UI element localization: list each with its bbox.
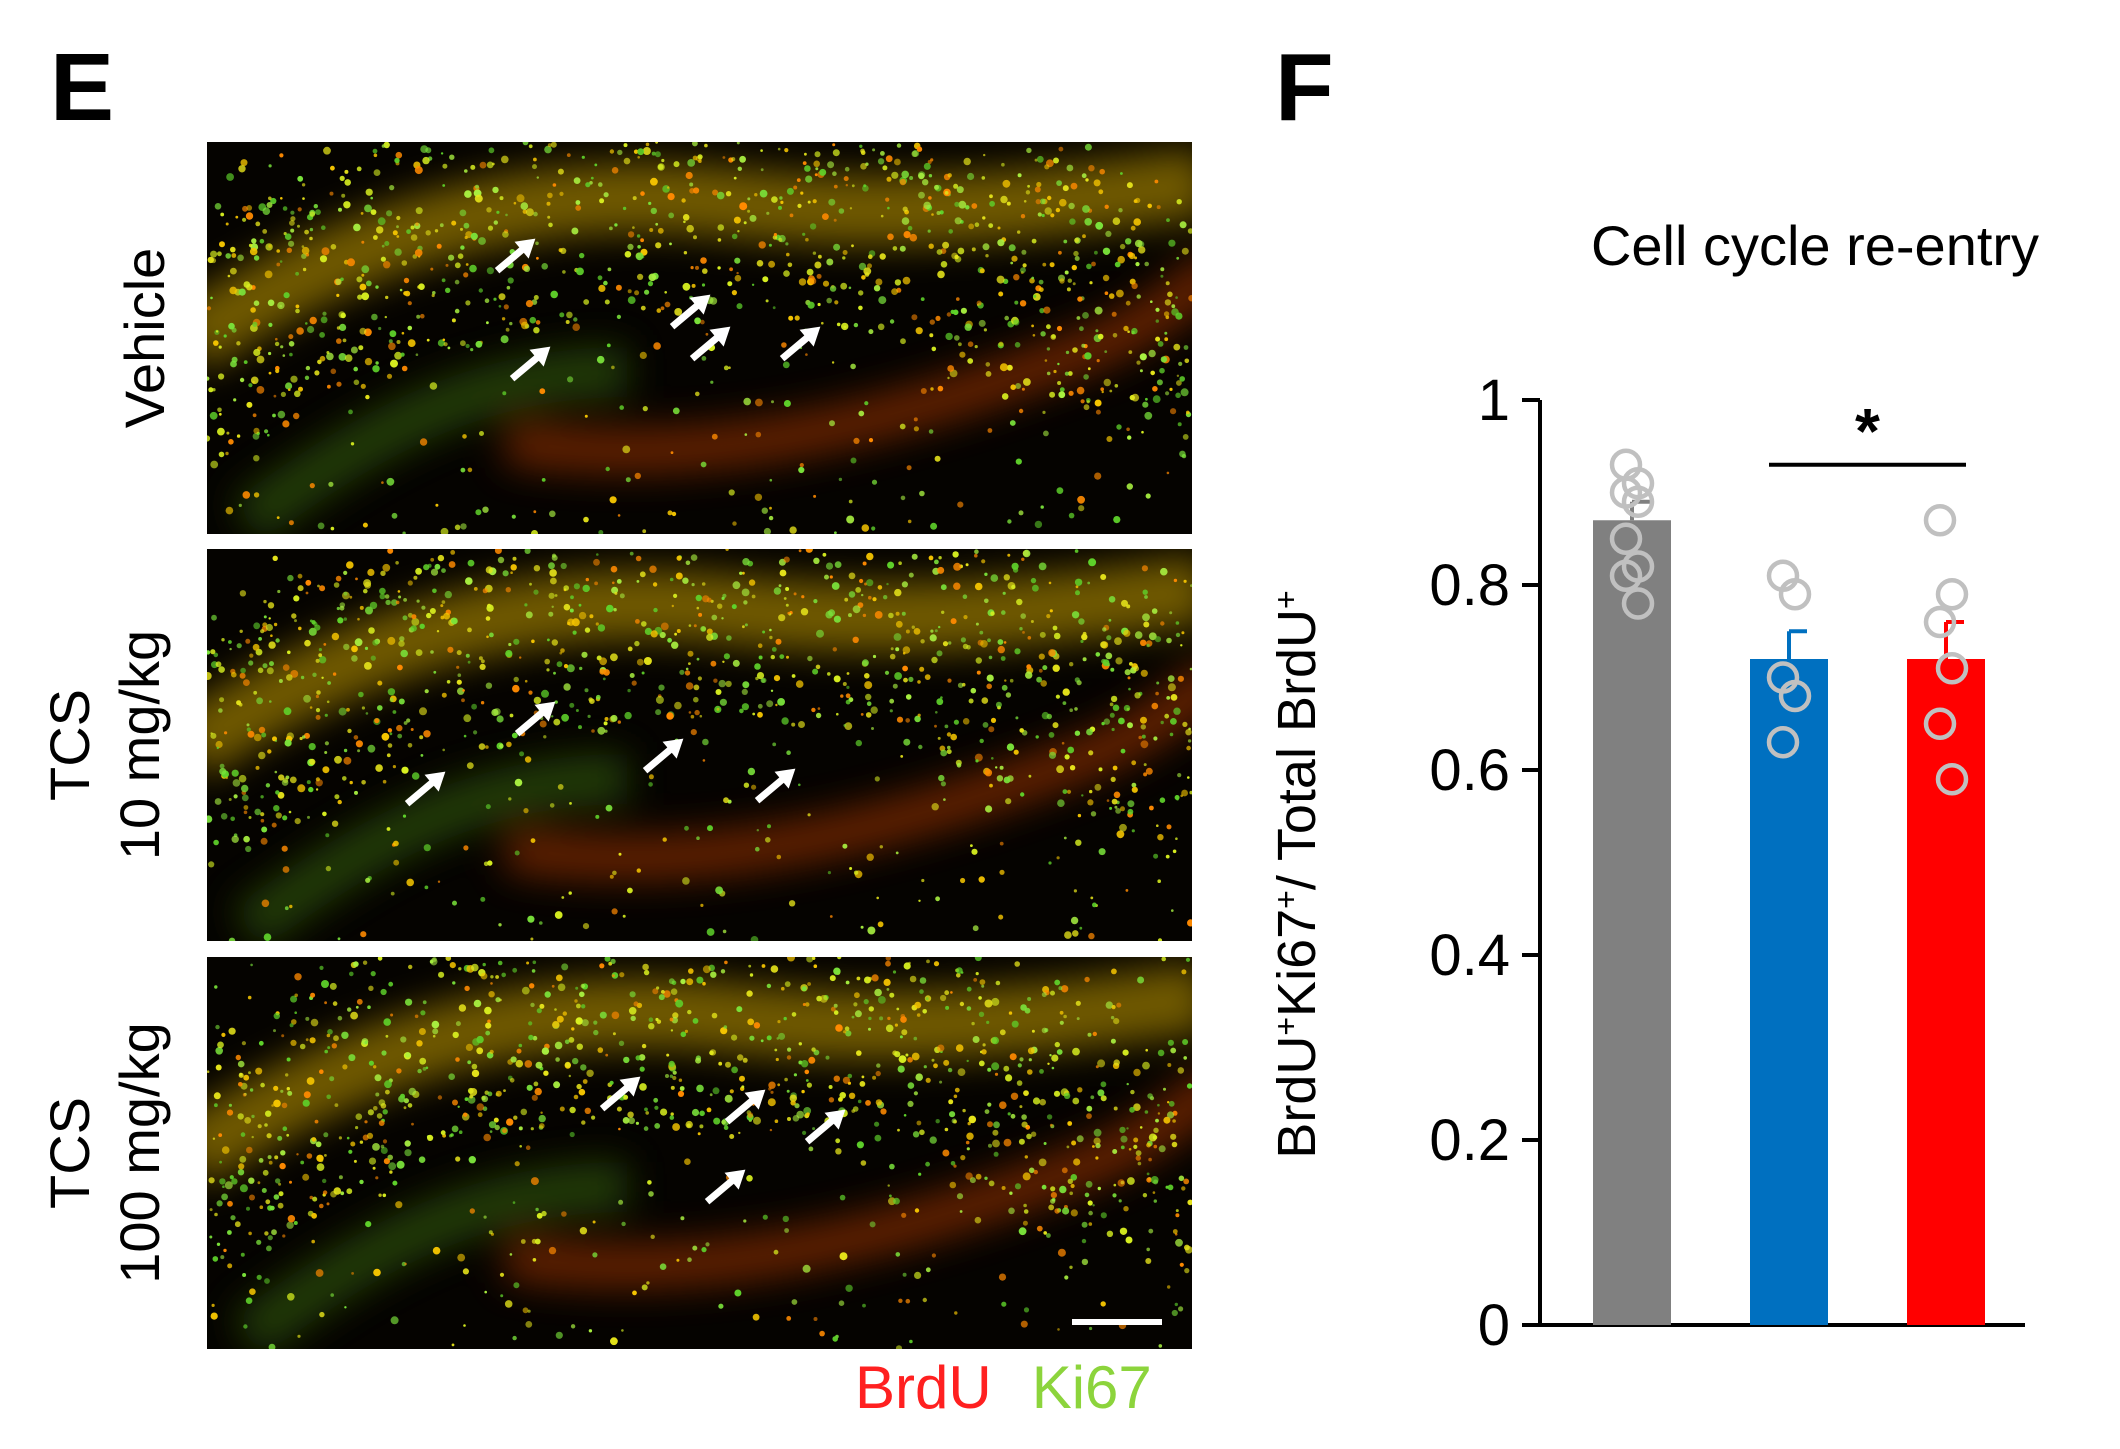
data-point [1935,763,1969,796]
channel-legend: BrdU Ki67 [855,1353,1192,1422]
y-axis-label: BrdU+Ki67+/ Total BrdU+ [1267,590,1327,1158]
data-point [1923,504,1957,537]
row-label-line: 10 mg/kg [108,629,171,861]
row-label-tcs-100: TCS 100 mg/kg [35,1022,175,1284]
data-point [1766,726,1800,759]
data-point [1923,707,1957,740]
micrograph-image [207,142,1192,534]
data-point [1621,485,1655,518]
y-tick-label: 1 [1478,368,1510,433]
micrograph-image [207,549,1192,941]
data-point [1621,587,1655,620]
row-label-tcs-10: TCS 10 mg/kg [35,630,175,860]
row-label-line: TCS [38,1097,101,1209]
channel-label-brdu: BrdU [855,1354,992,1421]
micrograph-tcs-10 [207,549,1192,941]
data-point [1935,652,1969,685]
data-point [1778,679,1812,713]
micrograph-vehicle [207,142,1192,534]
row-label-line: Vehicle [113,247,176,429]
significance-star: * [1855,395,1880,467]
data-point [1935,578,1969,611]
bar [1750,659,1828,1325]
panel-e-letter: E [50,34,115,141]
data-point [1609,559,1643,592]
bar [1907,659,1985,1325]
y-tick-label: 0.6 [1429,738,1510,803]
channel-label-ki67: Ki67 [1031,1354,1152,1421]
panel-f-letter: F [1275,34,1334,141]
chart-title: Cell cycle re-entry [1591,214,2039,277]
data-point [1778,578,1812,611]
bar-chart: Cell cycle re-entry 0 0.2 0.4 0.6 0.8 1 BrdU+Ki… [1267,214,2039,1358]
data-point [1923,605,1957,639]
y-tick-label: 0 [1478,1293,1510,1358]
micrograph-tcs-100 [207,957,1192,1349]
row-label-vehicle: Vehicle [110,248,180,429]
row-label-line: 100 mg/kg [108,1022,171,1284]
y-tick-label: 0.2 [1429,1108,1510,1173]
bar [1593,520,1671,1325]
data-point [1609,522,1643,555]
y-tick-label: 0.8 [1429,553,1510,618]
y-tick-label: 0.4 [1429,923,1510,988]
micrograph-image [207,957,1192,1349]
row-label-line: TCS [38,689,101,801]
